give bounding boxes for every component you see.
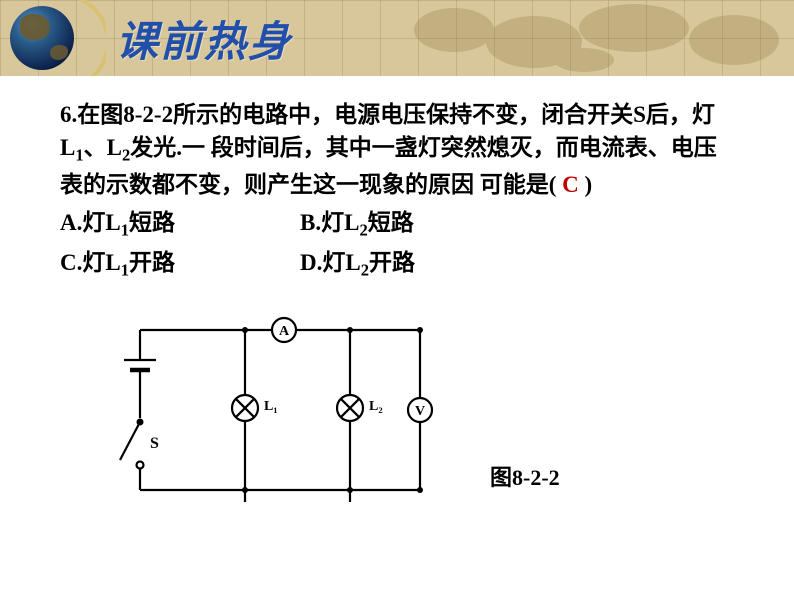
q-mid2: 发光.一 段时间后，其中一盏灯突然熄灭，而电流表、电压表的示数都不变，则产生这一… (60, 135, 717, 197)
q-l2: 2 (122, 146, 130, 165)
circuit-svg: A V L₁ L₂ S (110, 310, 450, 520)
oa-post: 短路 (129, 210, 175, 235)
q-suffix: ) (585, 172, 593, 197)
ammeter-label: A (279, 324, 290, 339)
worldmap-icon (384, 0, 794, 76)
q-l1: 1 (75, 146, 83, 165)
options: A.灯L1短路 B.灯L2短路 C.灯L1开路 D.灯L2开路 (60, 203, 734, 280)
question-text: 6.在图8-2-2所示的电路中，电源电压保持不变，闭合开关S后，灯L1、L2发光… (60, 98, 734, 201)
q-mid1: 、L (84, 135, 122, 160)
ob-sub: 2 (359, 221, 367, 240)
content: 6.在图8-2-2所示的电路中，电源电压保持不变，闭合开关S后，灯L1、L2发光… (0, 76, 794, 530)
oc-post: 开路 (129, 250, 175, 275)
arc-decoration (68, 0, 106, 76)
od-pre: D.灯L (300, 250, 361, 275)
circuit-diagram: A V L₁ L₂ S 图8-2-2 (110, 310, 734, 530)
header: 课前热身 (0, 0, 794, 76)
l2-label: L₂ (369, 399, 383, 414)
oc-sub: 1 (121, 260, 129, 279)
od-sub: 2 (361, 260, 369, 279)
figure-label: 图8-2-2 (490, 460, 560, 492)
page-title: 课前热身 (116, 8, 292, 69)
oa-pre: A.灯L (60, 210, 121, 235)
l1-label: L₁ (264, 399, 278, 414)
globe-icon (10, 6, 74, 70)
option-a: A.灯L1短路 (60, 203, 300, 241)
answer: C (556, 172, 584, 197)
option-b: B.灯L2短路 (300, 203, 734, 241)
ob-pre: B.灯L (300, 210, 359, 235)
ob-post: 短路 (368, 210, 414, 235)
oa-sub: 1 (121, 221, 129, 240)
option-d: D.灯L2开路 (300, 243, 734, 281)
option-c: C.灯L1开路 (60, 243, 300, 281)
switch-label: S (150, 435, 159, 452)
od-post: 开路 (369, 250, 415, 275)
voltmeter-label: V (415, 404, 425, 419)
oc-pre: C.灯L (60, 250, 121, 275)
